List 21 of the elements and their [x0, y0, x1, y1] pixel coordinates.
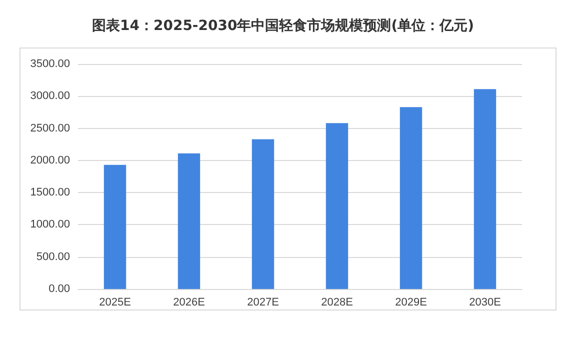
chart-title: 图表14：2025-2030年中国轻食市场规模预测(单位：亿元)	[92, 17, 474, 34]
bar	[326, 123, 348, 289]
y-tick-label: 2000.00	[30, 154, 70, 166]
bar	[104, 164, 126, 289]
bar	[400, 107, 422, 289]
y-tick-label: 500.00	[36, 250, 70, 263]
bar	[252, 139, 274, 289]
x-tick-label: 2026E	[173, 296, 205, 308]
y-tick-label: 1500.00	[30, 186, 70, 199]
x-tick-label: 2027E	[247, 296, 279, 308]
y-tick-label: 1000.00	[30, 218, 70, 231]
x-tick-label: 2028E	[321, 296, 353, 308]
bar	[474, 89, 496, 289]
x-tick-label: 2029E	[395, 296, 427, 308]
y-tick-label: 3500.00	[30, 58, 70, 70]
x-tick-label: 2030E	[469, 296, 501, 308]
y-tick-label: 3000.00	[30, 90, 70, 102]
y-tick-label: 0.00	[48, 283, 70, 295]
bar	[178, 153, 200, 289]
x-tick-label: 2025E	[99, 296, 131, 308]
y-tick-label: 2500.00	[30, 122, 70, 134]
